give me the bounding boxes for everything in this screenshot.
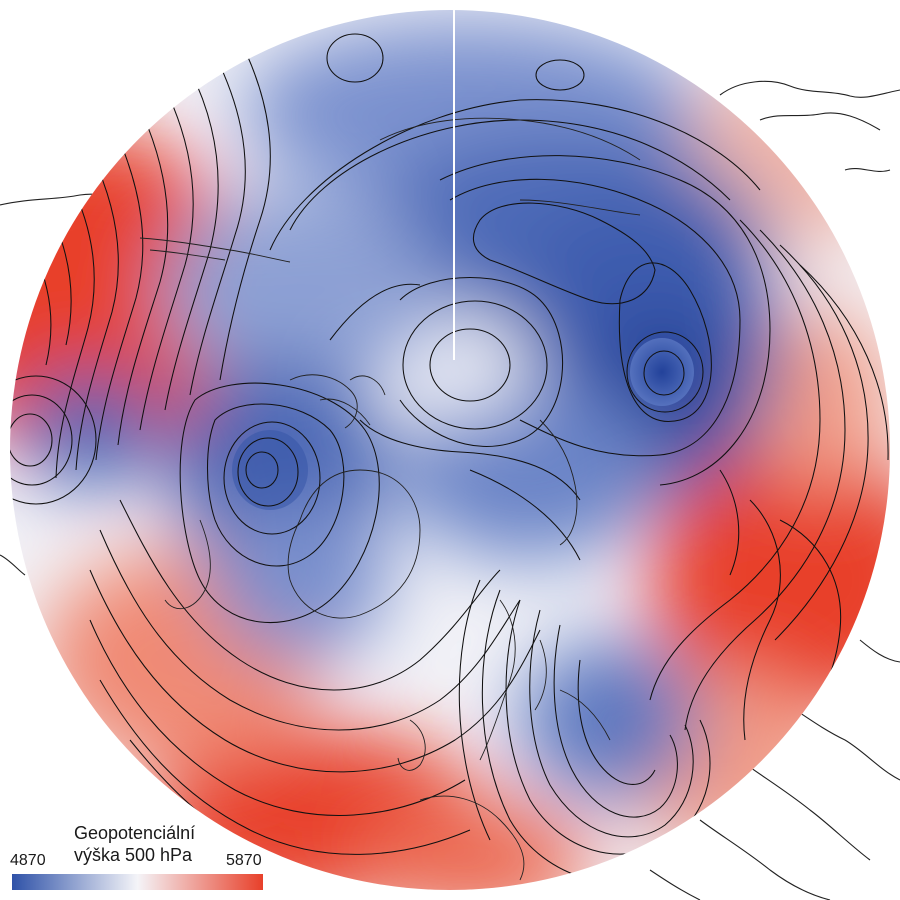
legend-colorbar xyxy=(12,874,263,890)
coastlines xyxy=(139,117,641,881)
legend-title-line1: Geopotenciální xyxy=(74,823,196,843)
legend-min-label: 4870 xyxy=(10,852,46,869)
height-field xyxy=(10,20,890,890)
legend-title: Geopotenciální výška 500 hPa xyxy=(74,822,244,866)
legend-title-line2: výška 500 hPa xyxy=(74,845,193,865)
legend-max-label: 5870 xyxy=(226,852,262,869)
geopotential-contours xyxy=(10,33,889,885)
